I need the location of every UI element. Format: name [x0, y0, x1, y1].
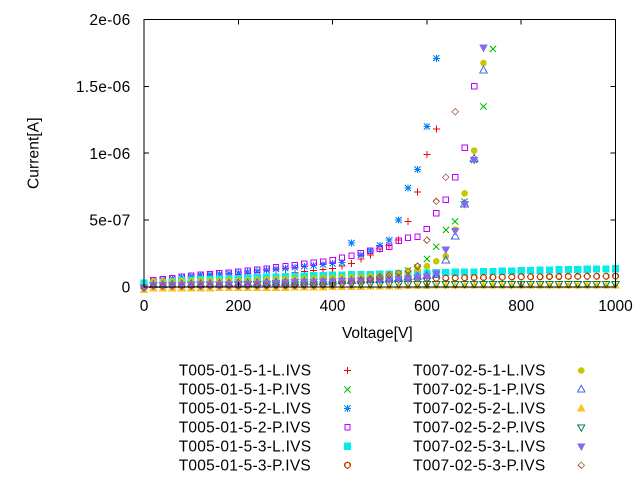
- svg-text:400: 400: [320, 298, 346, 315]
- svg-text:Voltage[V]: Voltage[V]: [342, 325, 413, 342]
- svg-text:0: 0: [140, 298, 149, 315]
- svg-text:T005-01-5-3-P.IVS: T005-01-5-3-P.IVS: [179, 457, 311, 474]
- svg-text:800: 800: [508, 298, 534, 315]
- svg-text:2e-06: 2e-06: [89, 12, 130, 29]
- svg-text:T007-02-5-2-L.IVS: T007-02-5-2-L.IVS: [413, 401, 546, 418]
- svg-text:T005-01-5-2-L.IVS: T005-01-5-2-L.IVS: [179, 401, 312, 418]
- svg-text:1000: 1000: [598, 298, 633, 315]
- svg-text:5e-07: 5e-07: [89, 213, 130, 230]
- svg-text:Current[A]: Current[A]: [26, 117, 43, 189]
- svg-text:1.5e-06: 1.5e-06: [76, 79, 131, 96]
- svg-text:1e-06: 1e-06: [89, 146, 130, 163]
- svg-text:T007-02-5-3-P.IVS: T007-02-5-3-P.IVS: [413, 457, 545, 474]
- svg-text:T005-01-5-1-L.IVS: T005-01-5-1-L.IVS: [179, 363, 312, 380]
- svg-text:0: 0: [122, 280, 131, 297]
- svg-text:T007-02-5-1-L.IVS: T007-02-5-1-L.IVS: [413, 363, 546, 380]
- svg-text:T007-02-5-3-L.IVS: T007-02-5-3-L.IVS: [413, 438, 546, 455]
- svg-text:T007-02-5-1-P.IVS: T007-02-5-1-P.IVS: [413, 382, 545, 399]
- svg-text:T007-02-5-2-P.IVS: T007-02-5-2-P.IVS: [413, 420, 545, 437]
- svg-text:T005-01-5-2-P.IVS: T005-01-5-2-P.IVS: [179, 420, 311, 437]
- svg-text:200: 200: [225, 298, 251, 315]
- svg-text:T005-01-5-1-P.IVS: T005-01-5-1-P.IVS: [179, 382, 311, 399]
- svg-text:600: 600: [414, 298, 440, 315]
- svg-text:T005-01-5-3-L.IVS: T005-01-5-3-L.IVS: [179, 438, 312, 455]
